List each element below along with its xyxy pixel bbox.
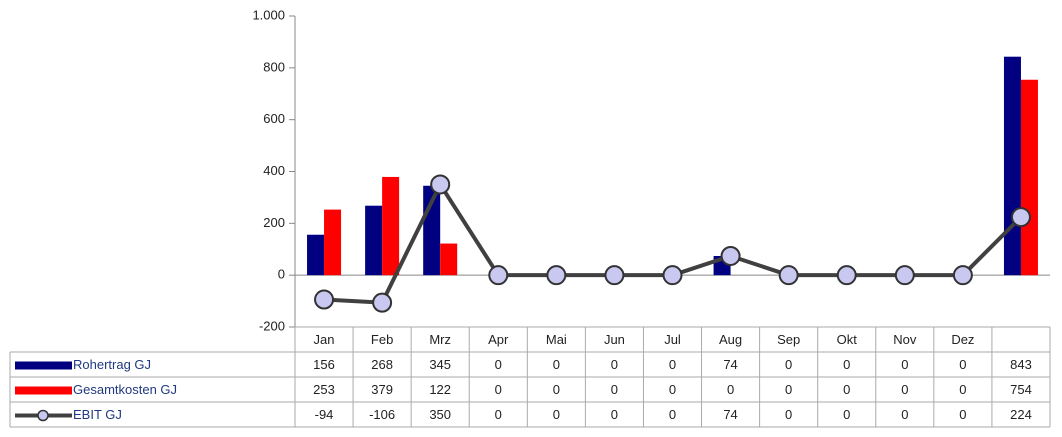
table-value: 122 (429, 382, 451, 397)
table-value: 0 (785, 357, 792, 372)
table-value: 224 (1010, 407, 1032, 422)
line-marker (1010, 207, 1031, 228)
bar (1020, 79, 1038, 276)
table-value: 0 (785, 382, 792, 397)
x-tick-label: Jun (604, 332, 625, 347)
line-marker (720, 245, 741, 266)
table-value: 0 (959, 357, 966, 372)
line-marker (662, 265, 683, 286)
y-tick-label: 400 (263, 163, 285, 178)
table-value: 0 (901, 357, 908, 372)
table-value: 0 (553, 357, 560, 372)
table-value: 0 (495, 357, 502, 372)
table-value: 0 (611, 382, 618, 397)
table-value: 0 (727, 382, 734, 397)
table-value: 345 (429, 357, 451, 372)
table-value: 253 (313, 382, 335, 397)
line-marker (372, 292, 393, 313)
table-value: 843 (1010, 357, 1032, 372)
x-tick-label: Mai (546, 332, 567, 347)
line-marker (430, 174, 451, 195)
y-tick-label: 0 (278, 267, 285, 282)
table-value: 0 (843, 407, 850, 422)
x-tick-label: Sep (777, 332, 800, 347)
bar (382, 176, 400, 276)
line-marker (546, 265, 567, 286)
table-value: 0 (785, 407, 792, 422)
bar (440, 243, 458, 276)
x-tick-label: Feb (371, 332, 393, 347)
table-value: 0 (669, 407, 676, 422)
table-value: 754 (1010, 382, 1032, 397)
table-value: 0 (669, 357, 676, 372)
y-tick-label: -200 (259, 318, 285, 333)
x-tick-label: Jan (314, 332, 335, 347)
table-value: 0 (495, 407, 502, 422)
line-marker (836, 265, 857, 286)
table-value: 0 (843, 357, 850, 372)
bar (307, 234, 325, 276)
table-value: 268 (371, 357, 393, 372)
table-value: 0 (669, 382, 676, 397)
line-marker (894, 265, 915, 286)
x-tick-label: Okt (837, 332, 858, 347)
y-tick-label: 1.000 (252, 7, 285, 22)
table-value: 0 (959, 407, 966, 422)
x-tick-label: Aug (719, 332, 742, 347)
line-marker (488, 265, 509, 286)
table-value: 0 (495, 382, 502, 397)
bar (1003, 56, 1021, 276)
table-value: 0 (901, 407, 908, 422)
table-value: 0 (843, 382, 850, 397)
y-tick-label: 800 (263, 59, 285, 74)
table-value: 74 (723, 357, 737, 372)
table-value: 0 (553, 407, 560, 422)
legend-swatch (15, 386, 72, 395)
x-tick-label: Jul (664, 332, 681, 347)
legend-swatch (15, 361, 72, 370)
bar (324, 209, 342, 276)
legend-label: EBIT GJ (73, 407, 122, 422)
table-value: 156 (313, 357, 335, 372)
table-value: 74 (723, 407, 737, 422)
table-value: 0 (959, 382, 966, 397)
x-tick-label: Mrz (429, 332, 451, 347)
table-value: -106 (369, 407, 395, 422)
table-value: 0 (553, 382, 560, 397)
table-value: 0 (611, 407, 618, 422)
x-tick-label: Nov (893, 332, 917, 347)
y-tick-label: 200 (263, 215, 285, 230)
bar (365, 205, 383, 276)
y-tick-label: 600 (263, 111, 285, 126)
table-value: 0 (901, 382, 908, 397)
legend-marker (37, 409, 49, 422)
table-value: -94 (315, 407, 334, 422)
line-marker (314, 289, 335, 310)
line-marker (778, 265, 799, 286)
legend-label: Rohertrag GJ (73, 357, 151, 372)
x-tick-label: Apr (488, 332, 509, 347)
legend-label: Gesamtkosten GJ (73, 382, 177, 397)
x-tick-label: Dez (951, 332, 974, 347)
table-value: 350 (429, 407, 451, 422)
line-marker (952, 265, 973, 286)
table-value: 0 (611, 357, 618, 372)
table-value: 379 (371, 382, 393, 397)
line-marker (604, 265, 625, 286)
